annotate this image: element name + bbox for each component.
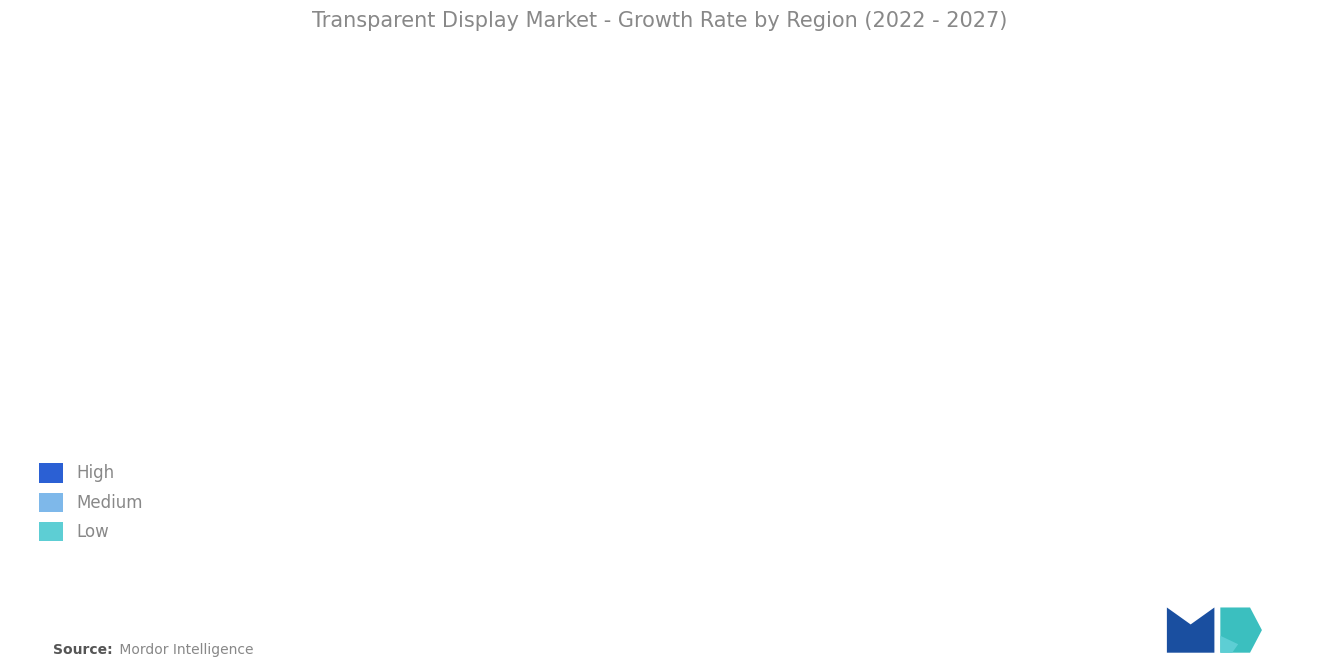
Title: Transparent Display Market - Growth Rate by Region (2022 - 2027): Transparent Display Market - Growth Rate…: [313, 11, 1007, 31]
Legend: High, Medium, Low: High, Medium, Low: [34, 458, 148, 546]
Polygon shape: [1167, 608, 1214, 653]
Polygon shape: [1220, 636, 1238, 653]
Text: Mordor Intelligence: Mordor Intelligence: [115, 643, 253, 657]
Polygon shape: [1220, 608, 1262, 653]
Text: Source:: Source:: [53, 643, 112, 657]
